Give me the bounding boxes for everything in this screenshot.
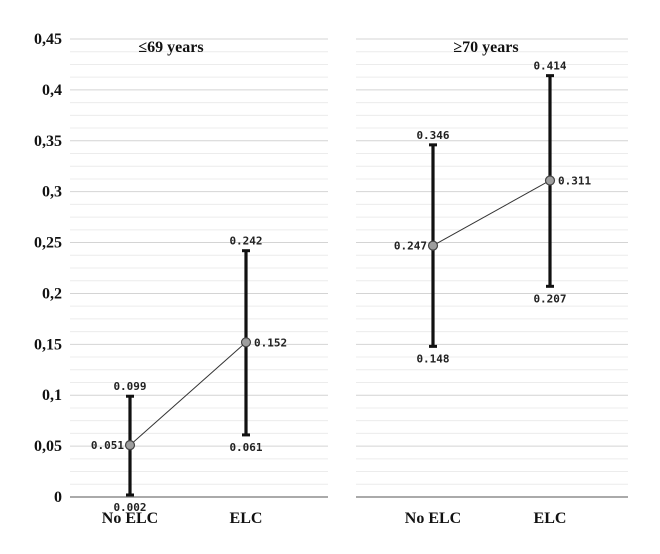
data-label-lower: 0.061 [229, 441, 262, 454]
data-label-upper: 0.414 [533, 60, 566, 73]
y-tick-label: 0,05 [34, 438, 62, 455]
y-axis-ticks: 0 0,05 0,1 0,15 0,2 0,25 0,3 0,35 0,4 0,45 [34, 31, 62, 506]
y-tick-label: 0,25 [34, 235, 62, 252]
y-tick-label: 0,45 [34, 31, 62, 48]
grid-lines [70, 38, 628, 498]
series-line [432, 180, 551, 247]
series-line [129, 341, 247, 446]
y-tick-label: 0,2 [42, 285, 62, 302]
panel-1: ≤69 years 0.099 0.002 0.051 No ELC 0.242 0.061… [70, 39, 328, 527]
y-tick-label: 0 [54, 489, 62, 506]
panel-title: ≤69 years [138, 39, 203, 56]
data-label-lower: 0.207 [533, 292, 566, 305]
x-tick-label: No ELC [102, 510, 158, 527]
chart-panels: ≤69 years 0.099 0.002 0.051 No ELC 0.242 0.061… [70, 39, 628, 527]
panel-2: ≥70 years 0.346 0.148 0.247 No ELC 0.414 0.207… [356, 39, 628, 527]
data-label-lower: 0.148 [416, 352, 449, 365]
data-label-value: 0.051 [91, 439, 124, 452]
data-label-value: 0.311 [558, 174, 591, 187]
y-tick-label: 0,15 [34, 336, 62, 353]
data-label-upper: 0.099 [113, 380, 146, 393]
data-point [427, 240, 439, 251]
data-point [240, 337, 252, 348]
x-tick-label: ELC [534, 510, 567, 527]
y-tick-label: 0,4 [42, 82, 62, 99]
x-tick-label: No ELC [405, 510, 461, 527]
y-tick-label: 0,1 [42, 387, 62, 404]
panel-title: ≥70 years [453, 39, 518, 56]
data-point [544, 175, 556, 186]
data-label-upper: 0.346 [416, 129, 449, 142]
data-label-value: 0.247 [394, 240, 427, 253]
data-label-lower: 0.002 [113, 501, 146, 514]
data-label-upper: 0.242 [229, 235, 262, 248]
y-tick-label: 0,3 [42, 184, 62, 201]
data-label-value: 0.152 [254, 336, 287, 349]
data-point [124, 439, 136, 451]
x-tick-label: ELC [230, 510, 263, 527]
y-tick-label: 0,35 [34, 133, 62, 150]
